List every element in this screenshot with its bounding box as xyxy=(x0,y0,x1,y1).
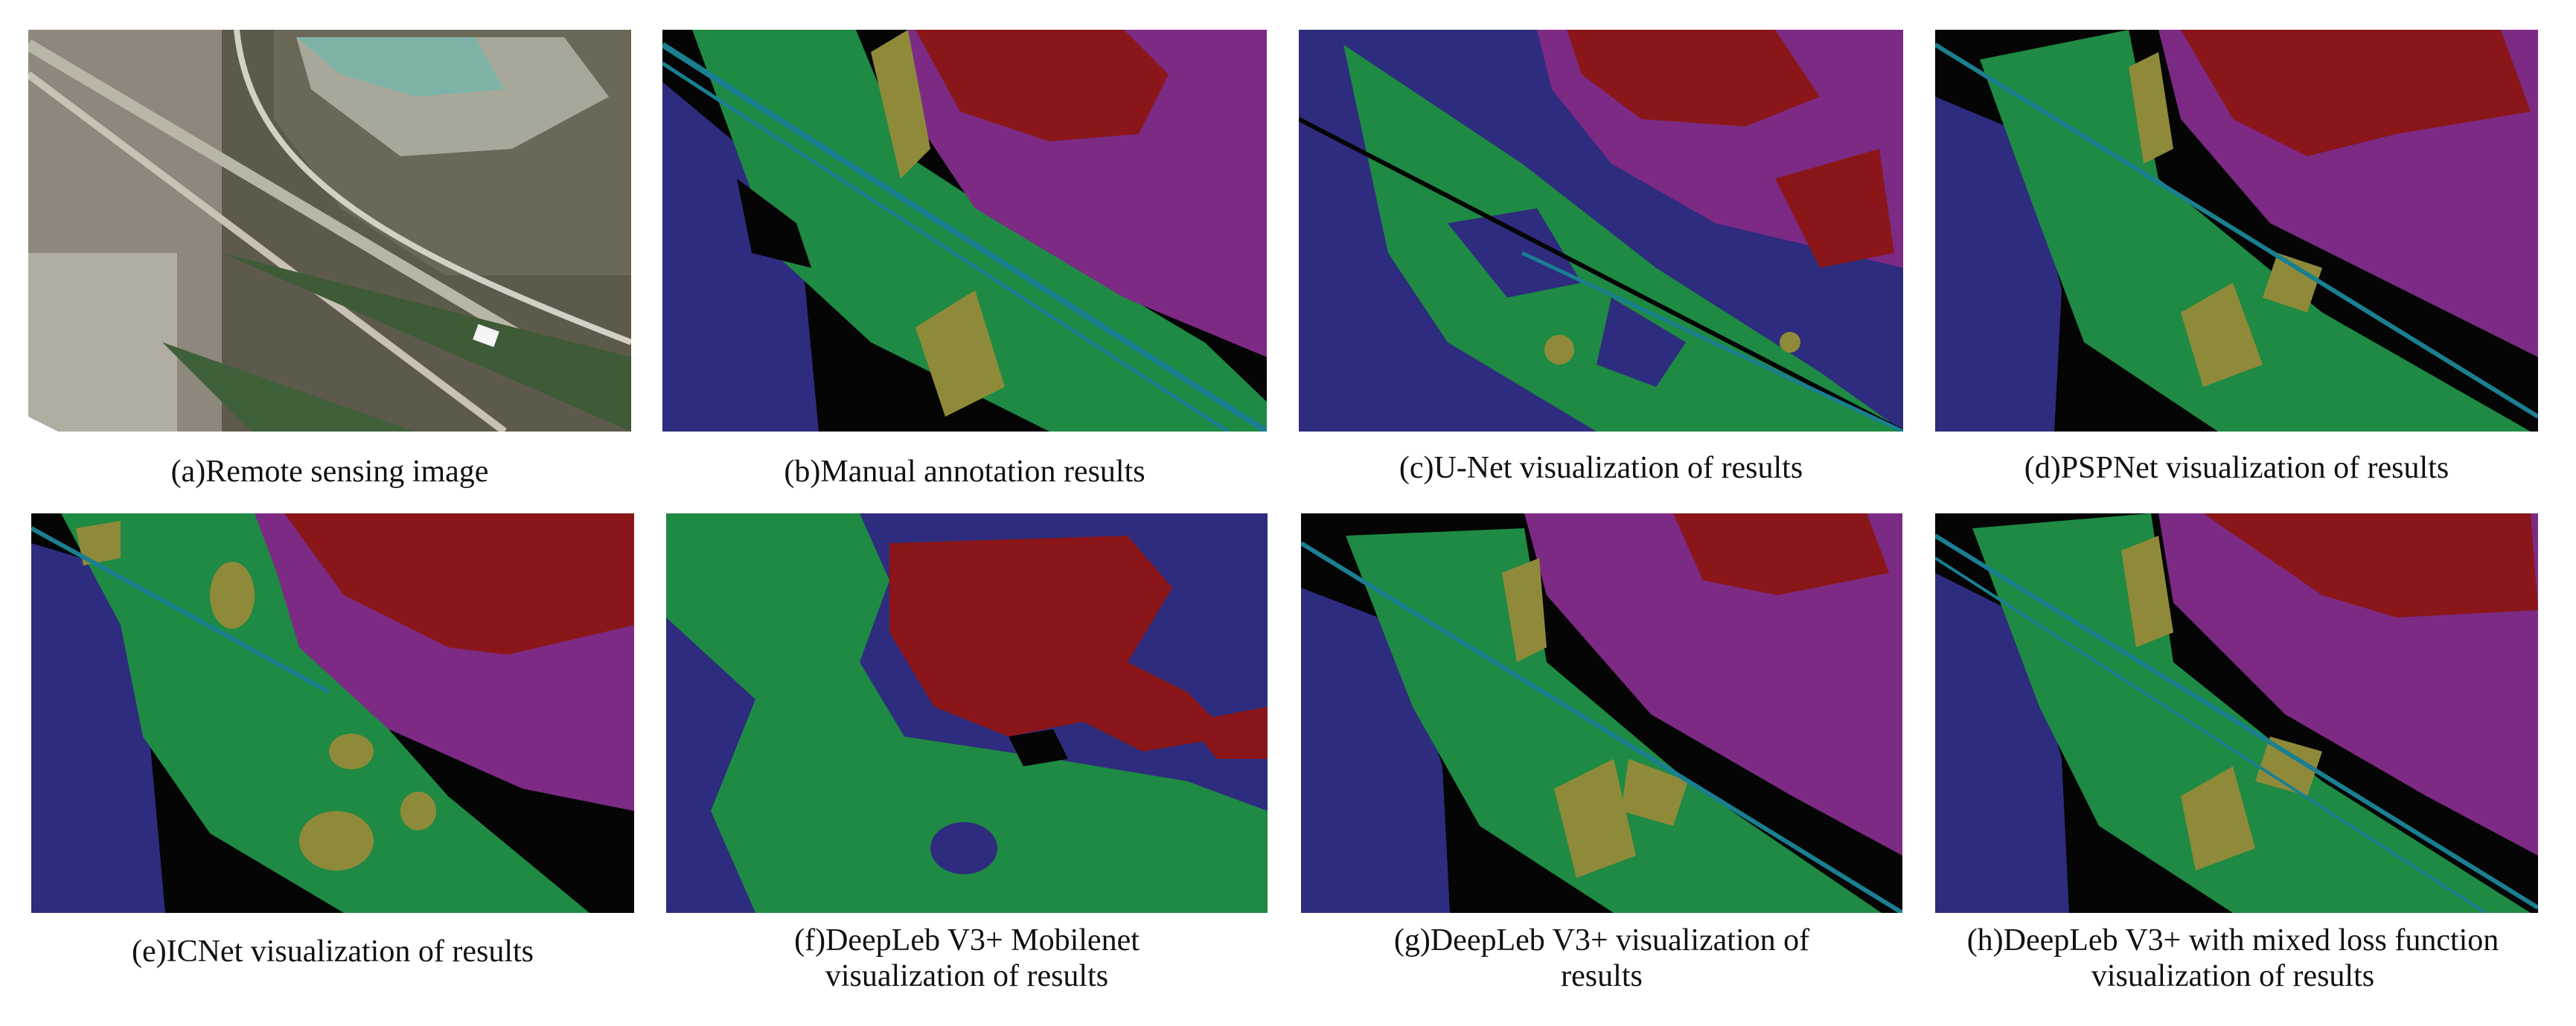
caption-g: (g)DeepLeb V3+ visualization of results xyxy=(1301,923,1902,994)
icnet-result-map xyxy=(31,513,634,913)
caption-line: results xyxy=(1561,959,1643,993)
caption-h: (h)DeepLeb V3+ with mixed loss function … xyxy=(1905,923,2560,994)
caption-line: (a)Remote sensing image xyxy=(170,455,489,489)
manual-annotation-map xyxy=(662,30,1267,432)
caption-line: (c)U-Net visualization of results xyxy=(1399,451,1803,485)
caption-line: visualization of results xyxy=(825,959,1109,993)
caption-line: visualization of results xyxy=(2091,959,2375,993)
caption-line: (f)DeepLeb V3+ Mobilenet xyxy=(794,923,1140,958)
deeplab-v3plus-result-map xyxy=(1301,513,1902,913)
caption-line: (b)Manual annotation results xyxy=(784,455,1145,489)
caption-e: (e)ICNet visualization of results xyxy=(31,934,634,969)
caption-line: (e)ICNet visualization of results xyxy=(131,934,534,969)
remote-sensing-image xyxy=(28,30,631,432)
unet-result-map xyxy=(1299,30,1903,432)
pspnet-result-map xyxy=(1935,30,2538,432)
caption-line: (g)DeepLeb V3+ visualization of xyxy=(1393,923,1810,958)
caption-c: (c)U-Net visualization of results xyxy=(1299,450,1903,486)
caption-line: (h)DeepLeb V3+ with mixed loss function xyxy=(1966,923,2499,958)
caption-a: (a)Remote sensing image xyxy=(28,454,631,490)
caption-f: (f)DeepLeb V3+ Mobilenet visualization o… xyxy=(666,923,1268,994)
caption-line: (d)PSPNet visualization of results xyxy=(2024,451,2449,485)
deeplab-mixed-loss-result-map xyxy=(1935,513,2538,913)
caption-d: (d)PSPNet visualization of results xyxy=(1935,450,2538,486)
deeplab-mobilenet-result-map xyxy=(666,513,1268,913)
caption-b: (b)Manual annotation results xyxy=(662,454,1267,490)
